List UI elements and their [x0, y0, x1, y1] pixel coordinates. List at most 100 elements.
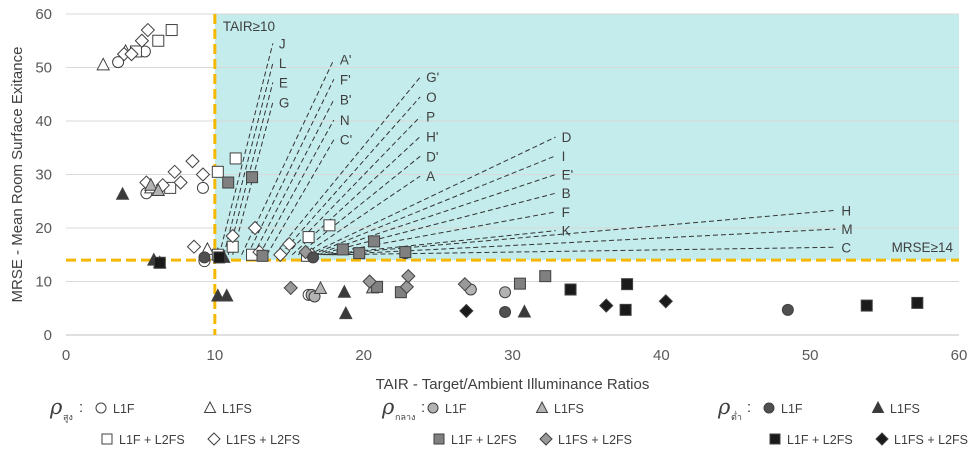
data-point-s4 [141, 24, 154, 37]
tair-threshold-label: TAIR≥10 [223, 19, 275, 34]
annotation-label: F [562, 205, 570, 220]
annotation-label: P [426, 110, 435, 125]
legend-marker-s8 [540, 433, 552, 445]
legend-marker-s7 [434, 434, 444, 444]
legend-rho-subscript: ต่ำ [731, 410, 742, 423]
data-point-s5 [500, 287, 511, 298]
legend-label-s3: L1F + L2FS [119, 433, 185, 447]
y-tick-label: 20 [35, 220, 52, 237]
annotation-label: H' [426, 130, 438, 145]
legend-rho-symbol: ρ [381, 395, 395, 419]
data-point-s7 [400, 247, 411, 258]
annotation-label: A [426, 169, 435, 184]
legend-label-s10: L1FS [890, 402, 920, 416]
data-point-s4 [187, 240, 200, 253]
annotation-label: L [279, 56, 287, 71]
data-point-s8 [402, 270, 415, 283]
data-point-s7 [223, 177, 234, 188]
legend-marker-s6 [537, 402, 548, 413]
y-tick-label: 60 [35, 6, 52, 23]
annotation-label: G' [426, 70, 439, 85]
legend-label-s11: L1F + L2FS [787, 433, 853, 447]
annotation-label: C [841, 240, 851, 255]
legend-rho-subscript: สูง [63, 413, 73, 423]
data-point-s7 [337, 244, 348, 255]
data-point-s11 [912, 297, 923, 308]
data-point-s7 [540, 271, 551, 282]
legend-label-s1: L1F [113, 402, 135, 416]
annotation-label: D' [426, 149, 438, 164]
x-axis-title: TAIR - Target/Ambient Illuminance Ratios [376, 376, 650, 393]
data-point-s11 [214, 252, 225, 263]
legend-marker-s11 [770, 434, 780, 444]
data-point-s11 [861, 300, 872, 311]
x-tick-label: 30 [504, 347, 521, 364]
data-point-s12 [659, 295, 672, 308]
annotation-label: I [562, 149, 566, 164]
annotation-label: O [426, 90, 437, 105]
data-point-s10 [518, 305, 530, 317]
mrse-threshold-label: MRSE≥14 [892, 240, 954, 255]
legend-label-s6: L1FS [554, 402, 584, 416]
x-tick-label: 0 [62, 347, 70, 364]
legend-label-s2: L1FS [222, 402, 252, 416]
x-tick-label: 10 [206, 347, 223, 364]
annotation-label: B' [340, 93, 352, 108]
legend-marker-s1 [96, 403, 106, 413]
x-tick-label: 60 [951, 347, 968, 364]
data-point-s8 [284, 281, 297, 294]
legend-label-s4: L1FS + L2FS [226, 433, 300, 447]
legend-rho-colon: : [747, 399, 751, 416]
data-point-s2 [97, 58, 109, 69]
legend-marker-s4 [208, 433, 220, 445]
annotation-label: G [279, 95, 290, 110]
data-point-s3 [212, 166, 223, 177]
annotation-label: C' [340, 133, 352, 148]
data-point-s11 [565, 284, 576, 295]
annotation-label: E [279, 75, 288, 90]
data-point-s12 [460, 304, 473, 317]
y-tick-label: 40 [35, 113, 52, 130]
annotation-label: F' [340, 72, 351, 87]
legend-label-s5: L1F [445, 402, 467, 416]
legend-label-s8: L1FS + L2FS [558, 433, 632, 447]
legend-marker-s3 [102, 434, 112, 444]
annotation-label: H [841, 203, 851, 218]
data-point-s3 [324, 220, 335, 231]
legend-label-s12: L1FS + L2FS [894, 433, 968, 447]
data-point-s7 [257, 250, 268, 261]
data-point-s9 [500, 306, 511, 317]
annotation-label: K [562, 224, 571, 239]
legend-rho-colon: : [421, 399, 425, 416]
data-point-s10 [338, 286, 350, 298]
data-point-s7 [354, 248, 365, 259]
y-axis-title: MRSE - Mean Room Surface Exitance [9, 47, 26, 303]
data-point-s9 [308, 252, 319, 263]
data-point-s10 [117, 188, 129, 200]
data-point-s1 [197, 182, 208, 193]
data-point-s4 [186, 155, 199, 168]
legend-label-s7: L1F + L2FS [451, 433, 517, 447]
data-point-s9 [782, 304, 793, 315]
data-point-s3 [166, 25, 177, 36]
data-point-s11 [620, 304, 631, 315]
legend-marker-s5 [428, 403, 438, 413]
annotation-label: N [340, 113, 350, 128]
annotation-label: D [562, 130, 572, 145]
legend-label-s9: L1F [781, 402, 803, 416]
y-tick-label: 0 [44, 327, 52, 344]
data-point-s3 [153, 35, 164, 46]
data-point-s4 [135, 34, 148, 47]
data-point-s7 [514, 278, 525, 289]
data-point-s10 [221, 289, 233, 301]
annotation-label: B [562, 186, 571, 201]
annotation-label: A' [340, 52, 352, 67]
data-point-s9 [199, 252, 210, 263]
data-point-s6 [315, 282, 327, 294]
data-point-s3 [303, 232, 314, 243]
annotation-label: J [279, 36, 286, 51]
data-point-s7 [369, 236, 380, 247]
data-point-s11 [622, 279, 633, 290]
data-point-s4 [196, 168, 209, 181]
legend-marker-s10 [873, 402, 884, 413]
